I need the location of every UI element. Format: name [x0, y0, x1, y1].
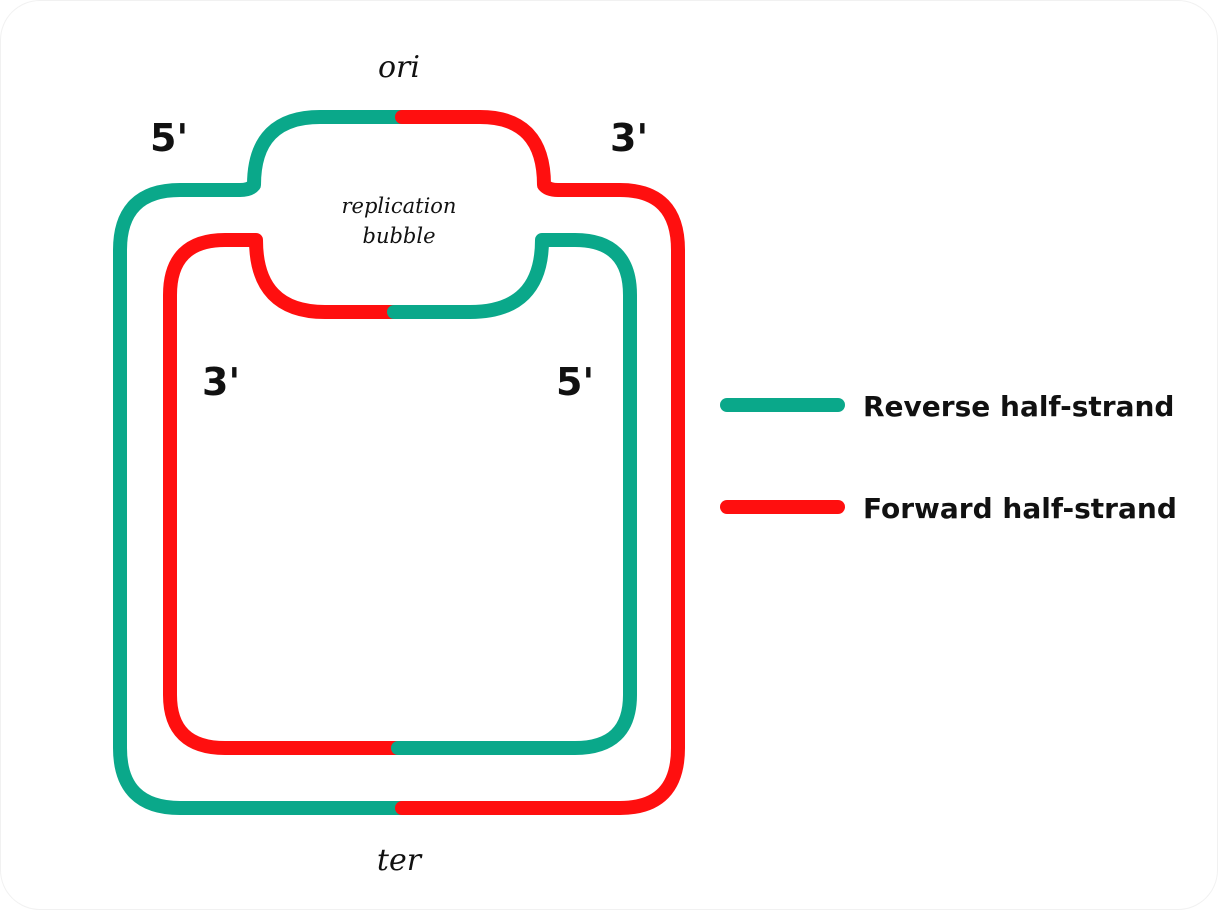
- outer-forward-half-strand: [395, 110, 685, 815]
- ori-label: ori: [378, 50, 420, 85]
- bubble-label-line2: bubble: [363, 224, 436, 248]
- outer-right-end-label: 3': [610, 116, 648, 160]
- inner-reverse-half-strand: [387, 233, 637, 755]
- inner-forward-half-strand: [163, 233, 405, 755]
- legend-label-reverse: Reverse half-strand: [863, 390, 1174, 423]
- outer-reverse-half-strand: [113, 110, 409, 815]
- inner-left-end-label: 3': [202, 360, 240, 404]
- inner-right-end-label: 5': [556, 360, 594, 404]
- bubble-label-line1: replication: [342, 194, 457, 218]
- legend-label-forward: Forward half-strand: [863, 492, 1177, 525]
- ter-label: ter: [377, 843, 423, 878]
- outer-left-end-label: 5': [150, 116, 188, 160]
